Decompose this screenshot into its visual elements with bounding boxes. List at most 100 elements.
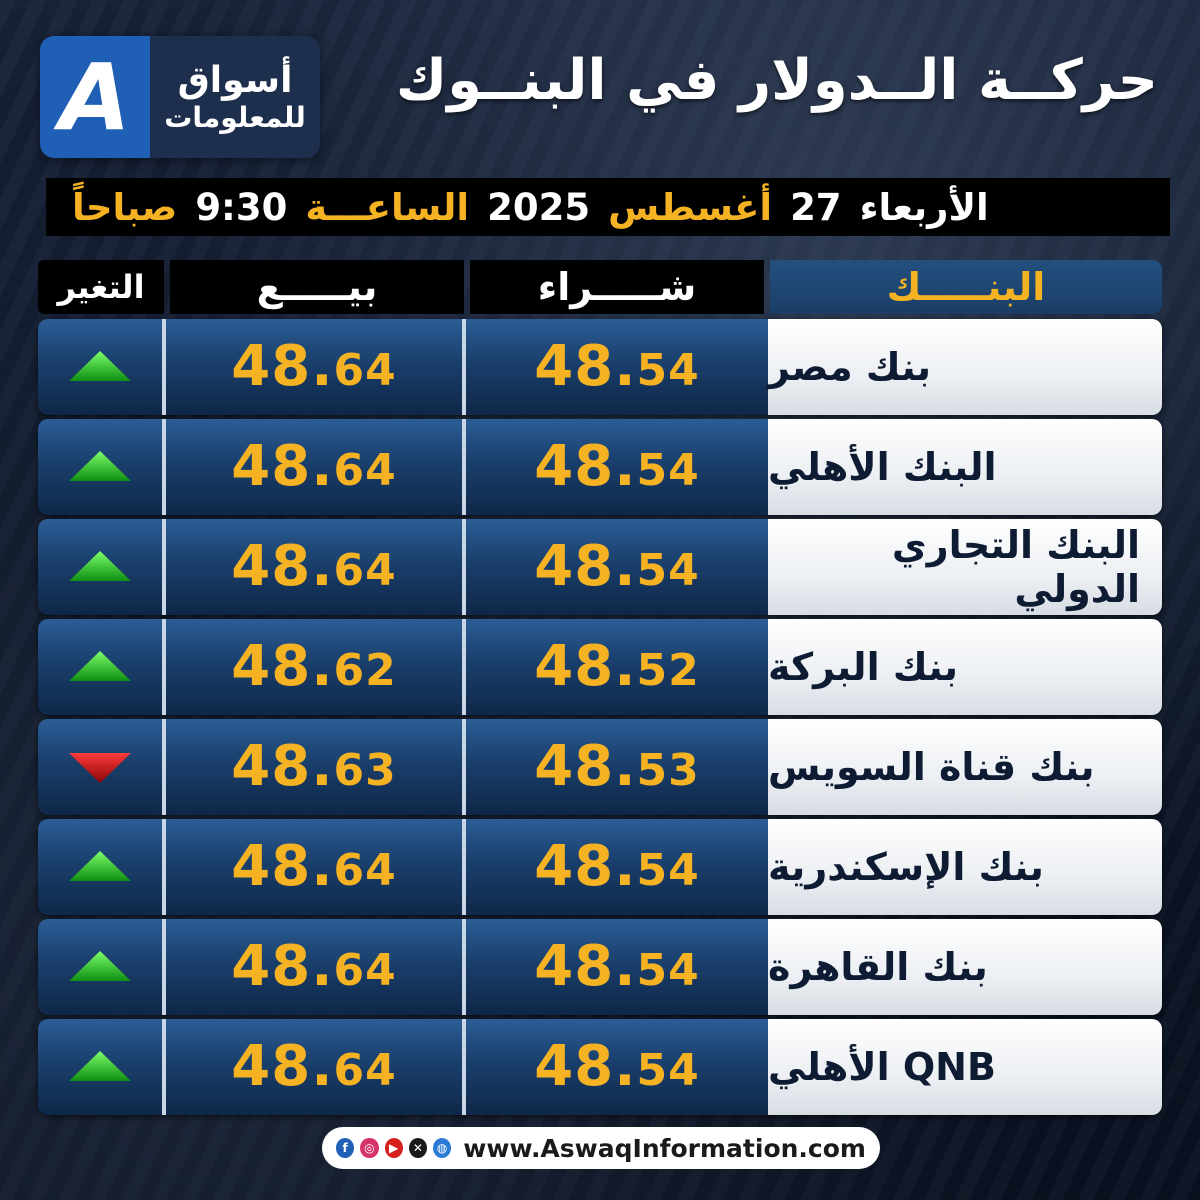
buy-price: 48.53: [534, 739, 699, 795]
buy-cell: 48.54: [466, 819, 768, 915]
sell-cell: 48.62: [166, 619, 466, 715]
brand-logo: A أسواق للمعلومات: [40, 36, 320, 158]
bank-name: بنك مصر: [768, 319, 1162, 415]
sell-price: 48.63: [231, 739, 396, 795]
logo-line-2: للمعلومات: [164, 100, 306, 134]
column-header-sell: بيـــــع: [170, 260, 464, 314]
bank-name: QNB الأهلي: [768, 1019, 1162, 1115]
buy-price-dec: 52: [636, 645, 700, 696]
buy-price-dec: 54: [636, 345, 700, 396]
table-row: 48.64 48.54 البنك التجاري الدولي: [38, 519, 1162, 615]
sell-price: 48.64: [231, 1039, 396, 1095]
youtube-icon[interactable]: ▶: [384, 1138, 403, 1158]
buy-price-dec: 54: [636, 445, 700, 496]
time-label: الساعـــة: [305, 185, 470, 229]
buy-price-dec: 54: [636, 945, 700, 996]
up-arrow-icon: [69, 651, 131, 681]
buy-price-int: 48.: [534, 1034, 637, 1099]
sell-price-int: 48.: [231, 634, 334, 699]
table-row: 48.64 48.54 بنك مصر: [38, 319, 1162, 415]
sell-price-dec: 62: [333, 645, 397, 696]
time-value: 9:30: [195, 185, 288, 229]
sell-cell: 48.63: [166, 719, 466, 815]
bank-name: بنك الإسكندرية: [768, 819, 1162, 915]
sell-price: 48.64: [231, 539, 396, 595]
date-day: الأربعاء: [859, 185, 989, 229]
change-cell: [38, 819, 166, 915]
change-cell: [38, 919, 166, 1015]
sell-price-int: 48.: [231, 934, 334, 999]
bank-name: بنك القاهرة: [768, 919, 1162, 1015]
sell-price-dec: 64: [333, 845, 397, 896]
bank-name: بنك قناة السويس: [768, 719, 1162, 815]
footer-bar: f ◎ ▶ ✕ ◍ www.AswaqInformation.com: [322, 1127, 880, 1169]
up-arrow-icon: [69, 851, 131, 881]
sell-price-dec: 63: [333, 745, 397, 796]
buy-price-int: 48.: [534, 734, 637, 799]
table-row: 48.64 48.54 بنك القاهرة: [38, 919, 1162, 1015]
column-header-change: التغير: [38, 260, 164, 314]
up-arrow-icon: [69, 1051, 131, 1081]
sell-cell: 48.64: [166, 819, 466, 915]
sell-price: 48.64: [231, 839, 396, 895]
sell-price-dec: 64: [333, 445, 397, 496]
up-arrow-icon: [69, 551, 131, 581]
sell-cell: 48.64: [166, 419, 466, 515]
table-row: 48.64 48.54 بنك الإسكندرية: [38, 819, 1162, 915]
instagram-icon[interactable]: ◎: [360, 1138, 379, 1158]
buy-price: 48.54: [534, 1039, 699, 1095]
bank-name: البنك الأهلي: [768, 419, 1162, 515]
buy-cell: 48.54: [466, 1019, 768, 1115]
buy-price: 48.52: [534, 639, 699, 695]
sell-price: 48.64: [231, 939, 396, 995]
page-title: حركــة الــدولار في البنــوك: [395, 48, 1158, 113]
up-arrow-icon: [69, 951, 131, 981]
sell-price: 48.64: [231, 439, 396, 495]
sell-cell: 48.64: [166, 919, 466, 1015]
change-cell: [38, 519, 166, 615]
sell-price: 48.62: [231, 639, 396, 695]
down-arrow-icon: [69, 753, 131, 783]
buy-price-dec: 53: [636, 745, 700, 796]
website-url[interactable]: www.AswaqInformation.com: [463, 1133, 866, 1163]
buy-price: 48.54: [534, 339, 699, 395]
buy-cell: 48.53: [466, 719, 768, 815]
sell-price-dec: 64: [333, 345, 397, 396]
buy-price-dec: 54: [636, 1045, 700, 1096]
up-arrow-icon: [69, 451, 131, 481]
sell-price-int: 48.: [231, 1034, 334, 1099]
date-bar: الأربعاء 27 أغسطس 2025 الساعـــة 9:30 صب…: [46, 178, 1170, 236]
change-cell: [38, 619, 166, 715]
sell-price-int: 48.: [231, 334, 334, 399]
change-cell: [38, 319, 166, 415]
buy-price-int: 48.: [534, 834, 637, 899]
buy-cell: 48.54: [466, 319, 768, 415]
bank-name: البنك التجاري الدولي: [768, 519, 1162, 615]
sell-price-int: 48.: [231, 534, 334, 599]
x-icon[interactable]: ✕: [408, 1138, 427, 1158]
sell-price-dec: 64: [333, 1045, 397, 1096]
sell-price-int: 48.: [231, 834, 334, 899]
sell-price-int: 48.: [231, 734, 334, 799]
buy-cell: 48.52: [466, 619, 768, 715]
buy-price-dec: 54: [636, 545, 700, 596]
change-cell: [38, 419, 166, 515]
buy-price-int: 48.: [534, 934, 637, 999]
date-month: أغسطس: [608, 185, 773, 229]
buy-price: 48.54: [534, 439, 699, 495]
table-row: 48.64 48.54 QNB الأهلي: [38, 1019, 1162, 1115]
buy-price-int: 48.: [534, 334, 637, 399]
buy-price-int: 48.: [534, 534, 637, 599]
web-icon[interactable]: ◍: [433, 1138, 452, 1158]
sell-price-dec: 64: [333, 945, 397, 996]
buy-cell: 48.54: [466, 919, 768, 1015]
sell-cell: 48.64: [166, 319, 466, 415]
logo-text: أسواق للمعلومات: [150, 36, 320, 158]
logo-mark: A: [40, 36, 150, 158]
buy-cell: 48.54: [466, 519, 768, 615]
column-header-buy: شـــــراء: [470, 260, 764, 314]
table-row: 48.64 48.54 البنك الأهلي: [38, 419, 1162, 515]
table-row: 48.62 48.52 بنك البركة: [38, 619, 1162, 715]
up-arrow-icon: [69, 351, 131, 381]
facebook-icon[interactable]: f: [336, 1138, 355, 1158]
